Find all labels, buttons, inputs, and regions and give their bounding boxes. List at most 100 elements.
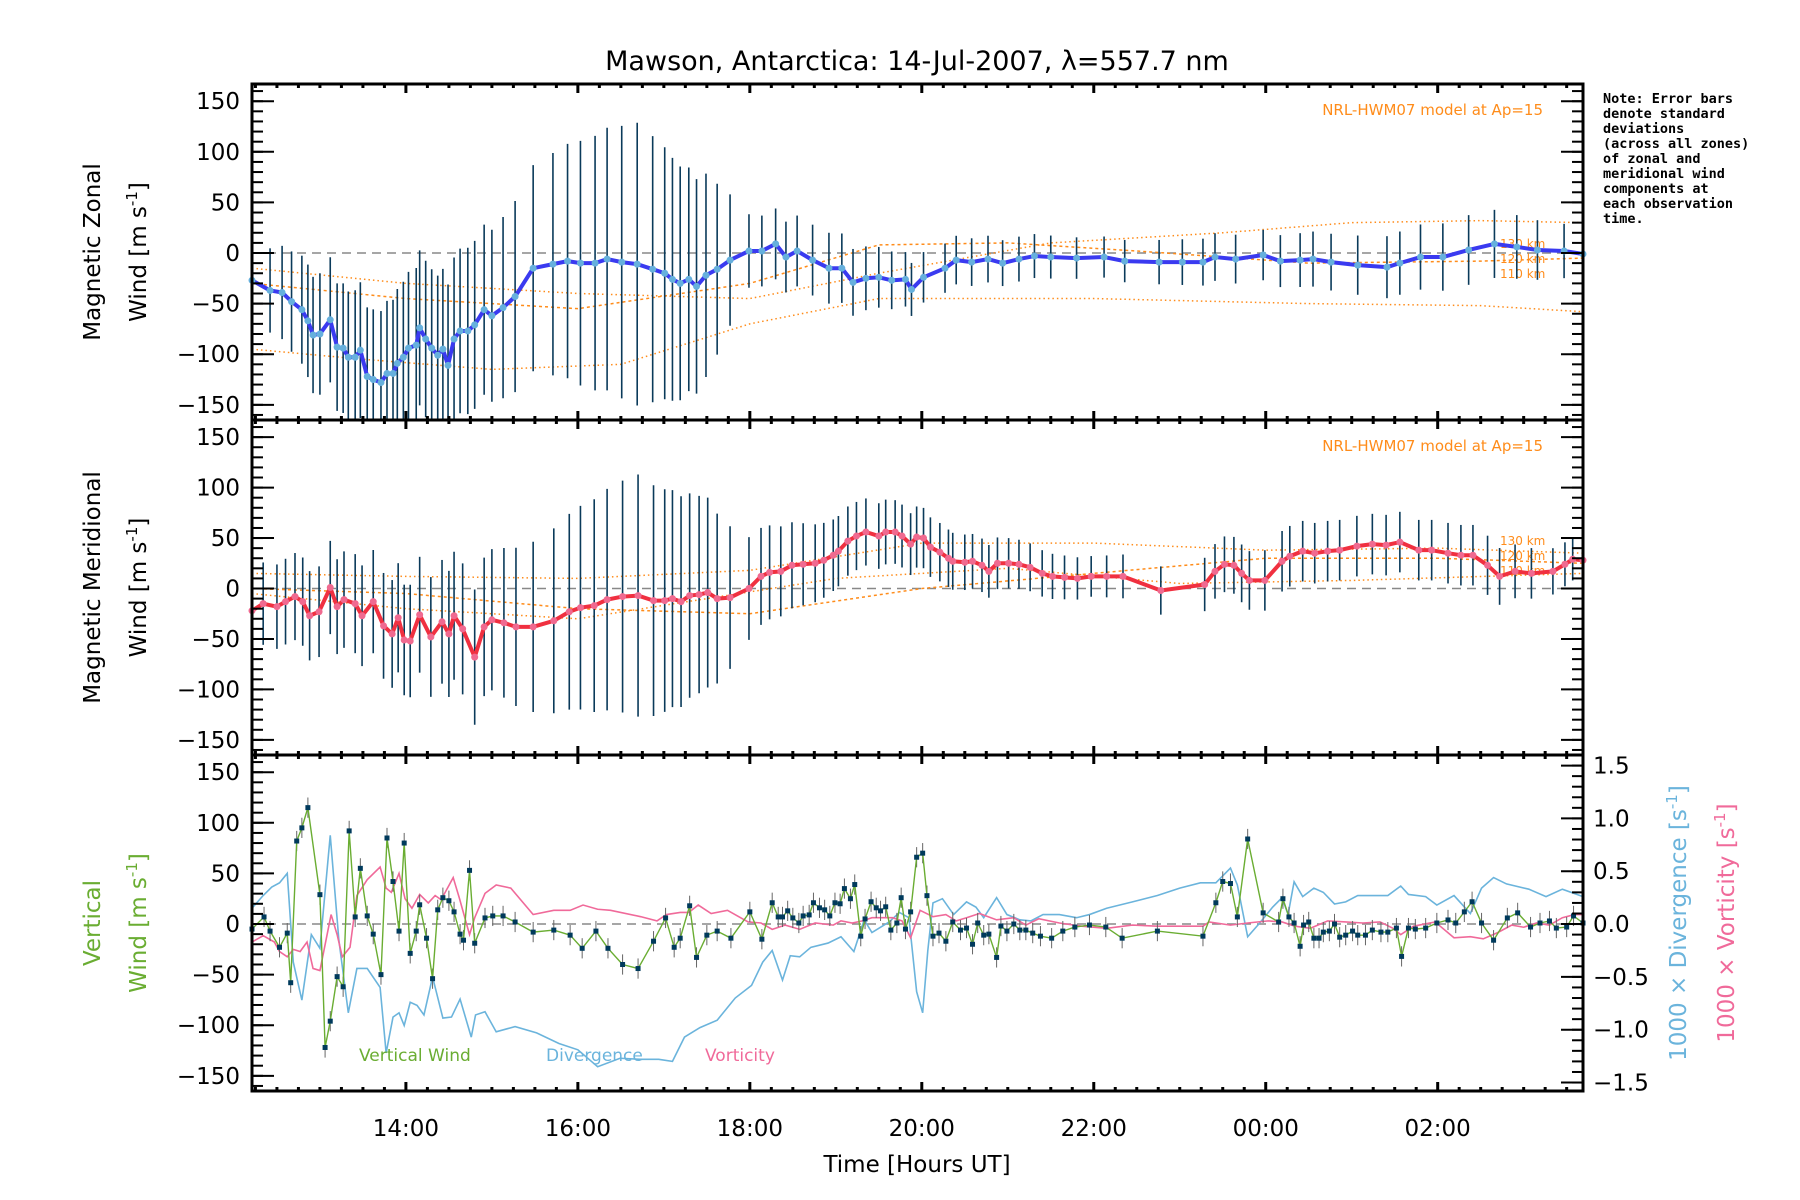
vertical-wind-point — [1103, 924, 1109, 930]
data-point — [564, 257, 572, 265]
vertical-wind-point — [950, 919, 956, 925]
data-point — [1527, 569, 1535, 577]
bracket: ] — [126, 518, 152, 527]
data-point — [333, 603, 341, 611]
data-point — [634, 592, 642, 600]
vertical-wind-point — [1301, 922, 1307, 928]
vertical-wind-point — [998, 923, 1004, 929]
data-point — [438, 618, 446, 626]
data-point — [1199, 258, 1207, 266]
vertical-wind-point — [1445, 917, 1451, 923]
vertical-wind-point — [747, 909, 753, 915]
data-point — [356, 346, 364, 354]
vertical-wind-point — [461, 937, 467, 943]
data-point — [961, 558, 969, 566]
data-point — [1245, 576, 1253, 584]
data-point — [291, 593, 299, 601]
vertical-wind-point — [364, 913, 370, 919]
vertical-wind-point — [457, 931, 463, 937]
vertical-wind-point — [446, 898, 452, 904]
data-point — [298, 306, 306, 314]
data-point — [309, 331, 317, 339]
data-point — [913, 533, 921, 541]
left-tick-label: −100 — [177, 342, 240, 368]
vertical-wind-point — [981, 932, 987, 938]
data-point — [439, 345, 447, 353]
data-point — [464, 327, 472, 335]
data-point — [844, 537, 852, 545]
vertical-wind-point — [1234, 914, 1240, 920]
data-point — [1047, 253, 1055, 261]
data-point — [299, 598, 307, 606]
data-point — [901, 275, 909, 283]
data-point — [480, 306, 488, 314]
vertical-wind-point — [1011, 921, 1017, 927]
data-point — [1336, 546, 1344, 554]
vertical-wind-point — [827, 913, 833, 919]
data-point — [1232, 255, 1240, 263]
vertical-wind-point — [908, 909, 914, 915]
data-point — [1259, 251, 1267, 259]
vertical-wind-point — [1393, 925, 1399, 931]
data-point — [1561, 560, 1569, 568]
model-curve-110-km — [251, 567, 1584, 620]
panel-frame — [250, 82, 1585, 422]
vertical-wind-point — [914, 854, 920, 860]
left-tick-label: 50 — [211, 526, 240, 552]
left-tick-label: −150 — [177, 393, 240, 419]
vertical-wind-point — [1245, 836, 1251, 842]
model-curve-110-km — [251, 297, 1584, 371]
data-point — [619, 593, 627, 601]
data-point — [344, 353, 352, 361]
vertical-wind-point — [277, 944, 283, 950]
data-point — [471, 321, 479, 329]
data-point — [862, 528, 870, 536]
data-point — [745, 585, 753, 593]
data-point — [726, 256, 734, 264]
vertical-wind-point — [1385, 929, 1391, 935]
data-point — [1296, 256, 1304, 264]
data-point — [686, 592, 694, 600]
data-point — [400, 636, 408, 644]
data-point — [676, 279, 684, 287]
vertical-wind-point — [1553, 925, 1559, 931]
data-point — [1383, 263, 1391, 271]
data-point — [1061, 573, 1069, 581]
vertical-wind-point — [1260, 910, 1266, 916]
y-axis-title-line2: Wind [m s-1] — [123, 518, 152, 658]
data-point — [1261, 576, 1269, 584]
data-point — [1513, 243, 1521, 251]
data-point — [685, 275, 693, 283]
right-tick-label: 1.5 — [1593, 754, 1630, 780]
data-point — [1416, 253, 1424, 261]
data-point — [745, 247, 753, 255]
vertical-wind-point — [1326, 928, 1332, 934]
data-point — [488, 616, 496, 624]
data-point — [829, 551, 837, 559]
vertical-wind-point — [1461, 909, 1467, 915]
vertical-wind-point — [1280, 896, 1286, 902]
superscript: -1 — [1663, 794, 1681, 809]
vorticity-axis-title: 1000 × Vorticity [s-1] — [1711, 803, 1740, 1042]
vertical-wind-point — [862, 916, 868, 922]
data-point — [591, 259, 599, 267]
data-point — [693, 282, 701, 290]
data-point — [1496, 572, 1504, 580]
x-tick-label: 16:00 — [545, 1116, 611, 1142]
right-tick-label: −0.5 — [1593, 965, 1649, 991]
data-point — [1549, 567, 1557, 575]
data-point — [1103, 572, 1111, 580]
data-point — [529, 623, 537, 631]
vertical-wind-point — [413, 928, 419, 934]
data-point — [333, 343, 341, 351]
data-point — [907, 540, 915, 548]
data-point — [1155, 258, 1163, 266]
data-point — [920, 534, 928, 542]
data-point — [1353, 542, 1361, 550]
data-point — [550, 617, 558, 625]
data-point — [941, 264, 949, 272]
data-point — [450, 612, 458, 620]
vertical-wind-point — [790, 915, 796, 921]
vertical-wind-point — [299, 825, 305, 831]
data-point — [500, 619, 508, 627]
